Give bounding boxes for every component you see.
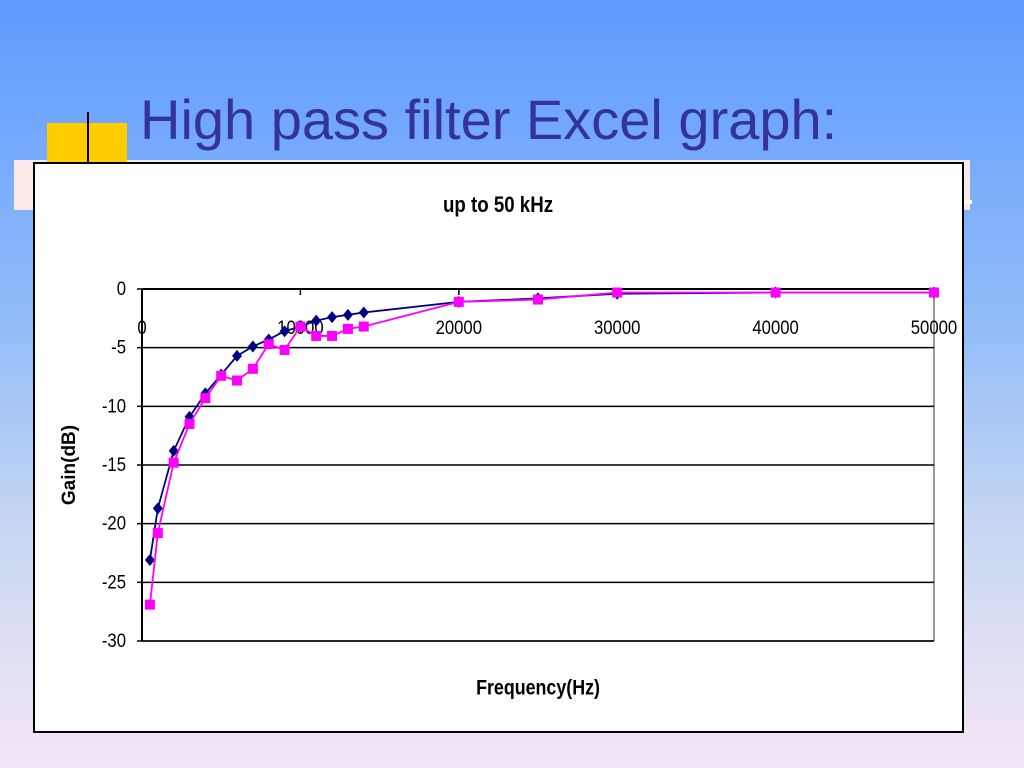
data-point [358, 321, 369, 332]
data-point [216, 370, 227, 381]
data-point [232, 375, 243, 386]
data-point [152, 528, 163, 539]
data-point [770, 287, 781, 298]
chart-frame [33, 162, 964, 733]
data-point [342, 308, 353, 321]
x-tick-label: 20000 [436, 317, 482, 338]
series-line [149, 291, 934, 561]
data-point [311, 314, 322, 327]
plot-area: 0-5-10-15-20-25-300100002000030000400005… [102, 278, 957, 651]
x-tick-label: 50000 [911, 317, 957, 338]
x-tick-label: 0 [137, 317, 146, 338]
data-point [279, 325, 290, 338]
data-point [247, 340, 258, 353]
y-tick-label: -20 [102, 513, 126, 534]
data-point [232, 349, 243, 362]
y-tick-label: -10 [102, 395, 126, 416]
data-point [358, 306, 369, 319]
data-point [612, 287, 623, 298]
x-axis-label: Frequency(Hz) [476, 676, 600, 700]
data-point [453, 296, 464, 307]
y-tick-label: -30 [102, 630, 126, 651]
y-axis-label: Gain(dB) [59, 425, 80, 505]
data-point [184, 418, 195, 429]
y-tick-label: -25 [102, 571, 126, 592]
data-point [295, 321, 306, 332]
y-tick-label: -15 [102, 454, 126, 475]
data-point [144, 599, 155, 610]
data-point [168, 444, 179, 457]
data-point [263, 339, 274, 350]
decor-dash [960, 200, 972, 204]
data-point [327, 311, 338, 324]
data-point [533, 294, 543, 305]
x-tick-label: 40000 [752, 317, 798, 338]
slide-title: High pass filter Excel graph: [140, 88, 837, 151]
x-tick-label: 30000 [594, 317, 640, 338]
data-point [327, 330, 338, 341]
data-point [200, 393, 211, 404]
y-tick-label: -5 [111, 337, 126, 358]
data-point [152, 502, 163, 515]
data-point [168, 457, 179, 468]
data-point [144, 554, 155, 567]
data-point [279, 345, 290, 356]
data-point [342, 323, 353, 334]
data-point [247, 363, 258, 374]
y-tick-label: 0 [117, 278, 126, 299]
data-point [311, 330, 322, 341]
data-point [929, 287, 939, 298]
chart-title: up to 50 kHz [443, 193, 553, 217]
